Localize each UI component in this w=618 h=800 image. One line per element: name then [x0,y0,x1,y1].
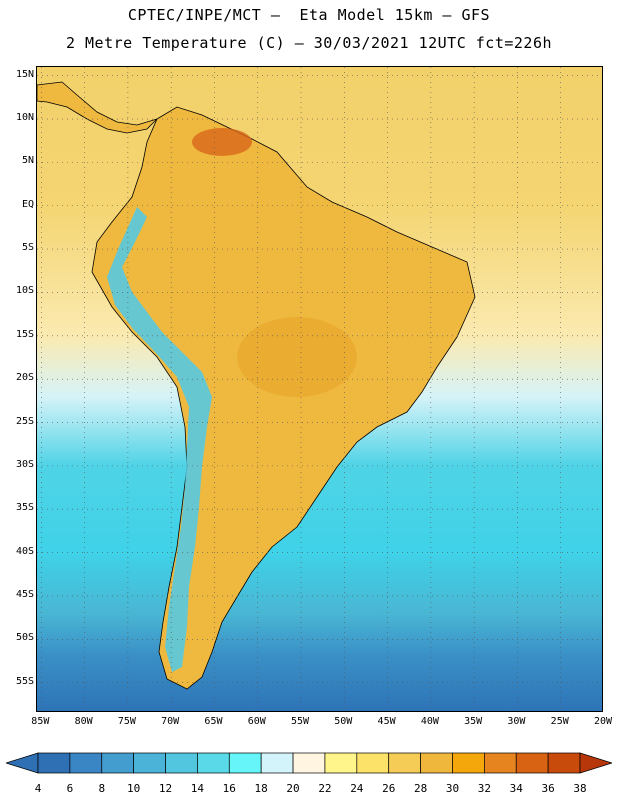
andes-cold-band [107,207,212,672]
colorbar-label-18: 18 [254,782,268,795]
temperature-map [37,67,602,711]
lat-label-30S: 30S [15,458,34,470]
lon-label-65W: 65W [204,716,223,727]
colorbar-swatch [69,752,103,774]
colorbar-label-26: 26 [382,782,396,795]
lat-label-10N: 10N [15,112,34,124]
colorbar-label-14: 14 [190,782,205,795]
lon-label-25W: 25W [550,716,569,727]
chart-subtitle: 2 Metre Temperature (C) – 30/03/2021 12U… [65,34,553,52]
colorbar-swatch [452,752,485,774]
colorbar-label-8: 8 [98,782,106,795]
lat-label-50S: 50S [15,632,34,644]
lon-label-50W: 50W [334,716,353,727]
lat-label-EQ: EQ [21,198,34,210]
colorbar-low-arrow [6,752,39,774]
lat-label-40S: 40S [15,545,34,557]
lat-label-25S: 25S [15,415,34,427]
colorbar-label-4: 4 [34,782,42,795]
lon-label-40W: 40W [420,716,439,727]
colorbar-swatch [515,752,549,774]
colorbar-label-38: 38 [573,782,587,795]
lon-label-30W: 30W [507,716,526,727]
colorbar-label-20: 20 [286,782,300,795]
lat-label-55S: 55S [15,675,34,687]
lat-label-10S: 10S [15,285,34,297]
colorbar-label-36: 36 [541,782,555,795]
colorbar-swatch [228,752,262,774]
lat-label-15S: 15S [15,328,34,340]
colorbar-swatch [165,752,198,774]
lon-label-20W: 20W [593,716,613,727]
colorbar-swatch [260,752,294,774]
colorbar-swatch [547,752,581,774]
lat-label-5N: 5N [21,155,34,167]
colorbar-swatch [133,752,166,774]
lat-label-35S: 35S [15,502,34,514]
colorbar-swatch [484,752,517,774]
colorbar-label-10: 10 [127,782,141,795]
colorbar-label-30: 30 [445,782,460,795]
colorbar-label-22: 22 [318,782,332,795]
colorbar-label-24: 24 [350,782,364,795]
lat-label-45S: 45S [15,588,34,600]
colorbar-swatch [292,752,326,774]
colorbar-swatch [420,752,453,774]
colorbar-swatch [197,752,230,774]
lon-label-85W: 85W [31,716,50,727]
map-panel [36,66,603,712]
lat-label-15N: 15N [15,68,34,80]
lon-label-55W: 55W [290,716,310,727]
lon-label-45W: 45W [377,716,396,727]
lon-label-70W: 70W [161,716,180,727]
colorbar-label-12: 12 [158,782,173,795]
venezuela-hot-spot [192,128,252,156]
lon-label-35W: 35W [464,716,483,727]
chart-title: CPTEC/INPE/MCT – Eta Model 15km – GFS [127,6,491,24]
colorbar-high-arrow [579,752,612,774]
lon-label-80W: 80W [74,716,93,727]
colorbar-label-6: 6 [66,782,74,795]
lon-label-60W: 60W [247,716,266,727]
central-america-landmass [37,81,158,134]
colorbar-label-32: 32 [477,782,491,795]
colorbar-swatch [356,752,390,774]
colorbar-swatch [37,752,71,774]
brazil-central-warm-area [237,317,357,397]
colorbar-label-28: 28 [413,782,428,795]
colorbar-swatch [101,752,134,774]
colorbar-swatch [324,752,358,774]
colorbar-label-16: 16 [222,782,236,795]
lat-label-20S: 20S [15,372,34,384]
colorbar-swatch [388,752,421,774]
colorbar [6,752,612,774]
colorbar-label-34: 34 [509,782,523,795]
lon-label-75W: 75W [117,716,136,727]
lat-label-5S: 5S [21,242,34,254]
